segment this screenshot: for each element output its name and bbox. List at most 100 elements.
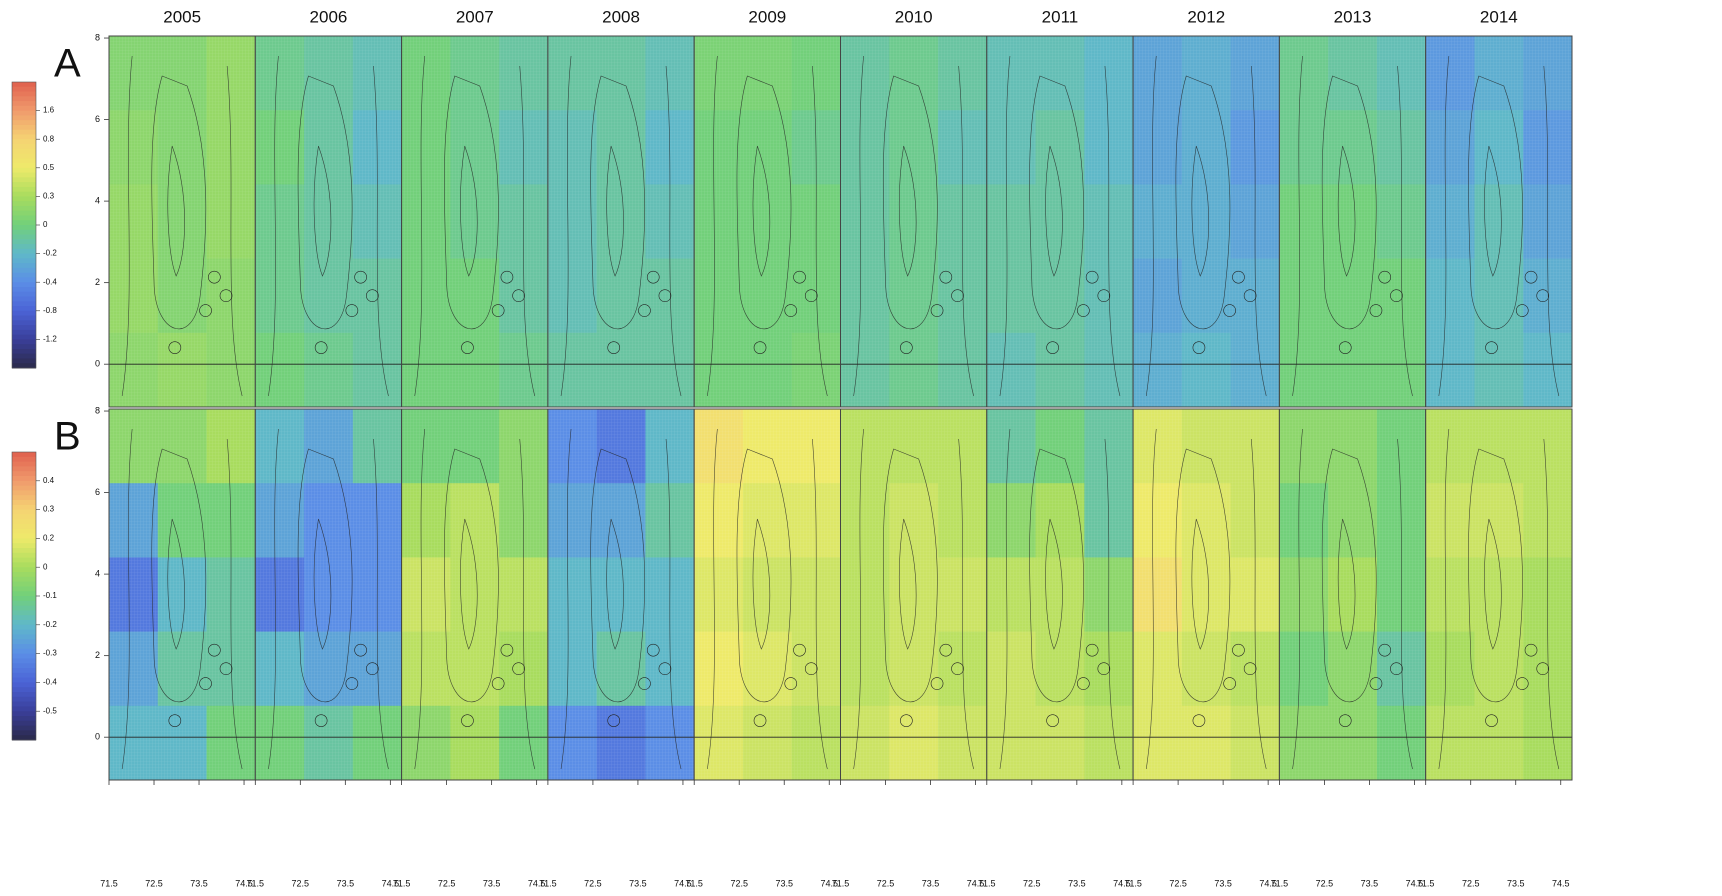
x-tick-label: 74.5 bbox=[1406, 878, 1424, 888]
colorbar-segment bbox=[12, 500, 36, 506]
colorbar-tick-label: -0.2 bbox=[43, 249, 57, 258]
colorbar-segment bbox=[12, 605, 36, 611]
contour bbox=[793, 643, 806, 657]
colorbar-segment bbox=[12, 701, 36, 707]
contour bbox=[314, 714, 328, 727]
colorbar-segment bbox=[12, 267, 36, 274]
contour bbox=[900, 714, 913, 727]
contour bbox=[784, 677, 798, 690]
contour bbox=[658, 289, 672, 303]
colorbar-segment bbox=[12, 514, 36, 520]
contour bbox=[646, 643, 660, 657]
x-tick-label: 73.5 bbox=[483, 878, 501, 888]
contour bbox=[951, 662, 964, 676]
contour bbox=[1046, 714, 1059, 727]
contour bbox=[853, 55, 974, 397]
y-tick-label: 8 bbox=[95, 405, 100, 415]
colorbar-segment bbox=[12, 663, 36, 669]
contour bbox=[1243, 662, 1257, 676]
x-tick-label: 72.5 bbox=[584, 878, 602, 888]
cell-grid bbox=[840, 36, 987, 407]
x-tick-label: 74.5 bbox=[382, 878, 400, 888]
colorbar-segment bbox=[12, 124, 36, 131]
cell-grid bbox=[109, 36, 256, 407]
cell-grid bbox=[840, 409, 987, 780]
contour bbox=[366, 662, 379, 676]
y-tick-label: 0 bbox=[95, 359, 100, 369]
colorbar-segment bbox=[12, 153, 36, 159]
contour bbox=[1046, 341, 1059, 354]
colorbar-segment bbox=[12, 524, 36, 530]
cell-grid bbox=[1133, 409, 1280, 780]
contour bbox=[1077, 304, 1090, 317]
contour bbox=[999, 428, 1121, 770]
contour bbox=[1223, 304, 1236, 317]
panel bbox=[840, 408, 988, 781]
colorbar-segment bbox=[12, 105, 36, 112]
contour bbox=[1232, 270, 1245, 284]
contour bbox=[1085, 270, 1099, 284]
panel bbox=[254, 408, 403, 781]
colorbar-segment bbox=[12, 533, 36, 539]
contour bbox=[199, 677, 212, 690]
contour bbox=[1536, 662, 1550, 676]
colorbar-segment bbox=[12, 215, 36, 221]
colorbar-tick-label: -0.5 bbox=[43, 706, 57, 715]
contour bbox=[500, 643, 514, 657]
colorbar-segment bbox=[12, 552, 36, 559]
contour bbox=[491, 677, 505, 690]
contour bbox=[900, 341, 913, 354]
colorbar-segment bbox=[12, 320, 36, 326]
contour bbox=[208, 270, 221, 284]
contour bbox=[168, 714, 182, 727]
contour bbox=[512, 289, 525, 303]
contour bbox=[1232, 643, 1245, 657]
colorbar-segment bbox=[12, 476, 36, 482]
x-tick-label: 72.5 bbox=[730, 878, 748, 888]
colorbar-segment bbox=[12, 244, 36, 250]
colorbar-segment bbox=[12, 620, 36, 626]
contour bbox=[804, 662, 818, 676]
colorbar-segment bbox=[12, 301, 36, 307]
colorbar-segment bbox=[12, 653, 36, 659]
colorbar-segment bbox=[12, 363, 36, 369]
contour bbox=[461, 714, 474, 727]
colorbar-segment bbox=[12, 229, 36, 236]
panel bbox=[986, 35, 1134, 408]
colorbar-tick-label: -0.8 bbox=[43, 306, 57, 315]
colorbar-segment bbox=[12, 600, 36, 607]
x-tick-label: 72.5 bbox=[1023, 878, 1041, 888]
contour bbox=[1485, 341, 1498, 354]
colorbar-segment bbox=[12, 139, 36, 145]
x-tick-label: 72.5 bbox=[877, 878, 895, 888]
colorbar-segment bbox=[12, 196, 36, 202]
colorbar-segment bbox=[12, 339, 36, 345]
colorbar-tick-label: 1.6 bbox=[43, 106, 55, 115]
contour bbox=[658, 662, 672, 676]
colorbar-segment bbox=[12, 504, 36, 511]
colorbar-segment bbox=[12, 711, 36, 717]
y-tick-label: 6 bbox=[95, 114, 100, 124]
contour bbox=[646, 270, 660, 284]
panel bbox=[693, 408, 842, 781]
colorbar-tick-label: 0 bbox=[43, 220, 48, 229]
colorbar-segment bbox=[12, 205, 36, 212]
colorbar-segment bbox=[12, 557, 36, 563]
contour bbox=[354, 270, 367, 284]
contour bbox=[607, 714, 621, 727]
panel bbox=[547, 35, 695, 408]
contour bbox=[414, 428, 536, 770]
contour bbox=[753, 341, 767, 354]
colorbar-segment bbox=[12, 325, 36, 331]
contour bbox=[1292, 55, 1413, 397]
panel-title: 2006 bbox=[310, 7, 348, 26]
cell-grid bbox=[694, 409, 841, 780]
cell-grid bbox=[255, 36, 402, 407]
panel bbox=[1425, 408, 1573, 781]
colorbar-segment bbox=[12, 720, 36, 727]
cell-grid bbox=[401, 36, 548, 407]
panel bbox=[1278, 408, 1427, 781]
colorbar-segment bbox=[12, 239, 36, 245]
contour bbox=[121, 428, 243, 770]
x-tick-label: 73.5 bbox=[337, 878, 355, 888]
